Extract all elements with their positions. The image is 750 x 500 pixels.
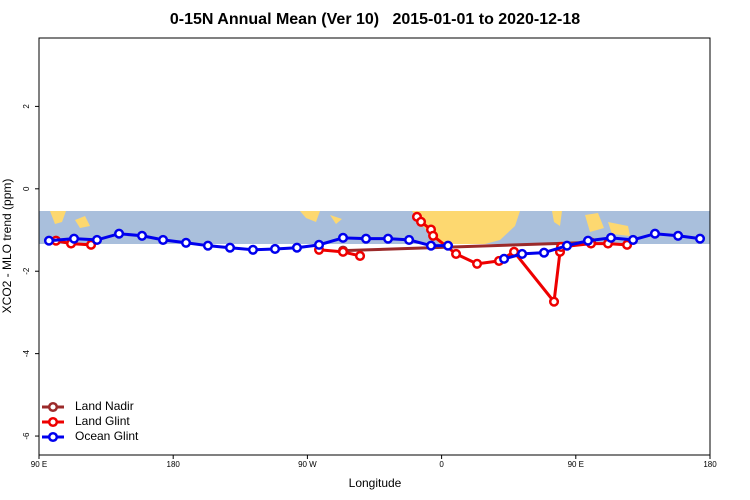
plot-frame — [38, 37, 711, 456]
data-point — [622, 239, 633, 250]
data-point — [415, 216, 427, 227]
legend-label: Ocean Glint — [75, 429, 139, 443]
data-point — [360, 233, 372, 244]
data-point — [499, 253, 510, 264]
data-point — [383, 233, 394, 244]
data-point — [68, 233, 80, 244]
data-point — [337, 246, 349, 257]
data-point — [158, 234, 169, 245]
data-point — [605, 232, 617, 243]
legend-label: Land Nadir — [75, 399, 134, 413]
x-tick-label: 0 — [439, 460, 444, 469]
data-point — [43, 235, 55, 246]
data-point — [561, 240, 573, 251]
data-point — [451, 248, 462, 259]
x-tick-label: 90 E — [568, 460, 584, 469]
data-point — [582, 235, 594, 246]
y-tick-label: 0 — [22, 186, 31, 191]
data-point — [649, 228, 661, 239]
data-point — [428, 230, 439, 241]
data-point — [91, 234, 103, 245]
data-point — [136, 230, 148, 241]
data-point — [337, 232, 349, 243]
data-point — [472, 258, 483, 269]
data-point — [202, 240, 213, 251]
data-point — [354, 250, 366, 262]
x-tick-label: 180 — [703, 460, 717, 469]
y-tick-label: -6 — [22, 432, 31, 440]
y-axis-label: XCO2 - MLO trend (ppm) — [0, 179, 14, 314]
data-point — [628, 234, 639, 245]
data-point — [269, 243, 281, 255]
data-point — [247, 244, 259, 255]
chart-title: 0-15N Annual Mean (Ver 10) 2015-01-01 to… — [170, 11, 580, 28]
data-point — [114, 228, 125, 239]
data-point — [404, 234, 415, 245]
y-tick-label: 2 — [22, 104, 31, 109]
data-point — [313, 239, 325, 250]
data-point — [548, 296, 560, 307]
x-axis-label: Longitude — [349, 476, 402, 490]
y-tick-label: -4 — [22, 350, 31, 358]
series-line — [503, 232, 701, 261]
x-tick-label: 180 — [167, 460, 181, 469]
data-point — [517, 248, 528, 259]
data-point — [425, 240, 437, 251]
data-point — [694, 233, 706, 244]
x-tick-label: 90 W — [298, 460, 317, 469]
legend-marker — [47, 431, 59, 443]
series-line — [342, 240, 592, 253]
legend-marker — [47, 416, 59, 428]
data-point — [538, 247, 550, 258]
legend-label: Land Glint — [75, 414, 130, 428]
data-point — [673, 230, 684, 241]
y-tick-label: -2 — [22, 267, 31, 275]
x-tick-label: 90 E — [31, 460, 47, 469]
data-point — [291, 242, 303, 253]
data-point — [442, 240, 454, 251]
data-point — [224, 242, 236, 253]
data-point — [180, 237, 192, 248]
legend-marker — [47, 401, 59, 413]
